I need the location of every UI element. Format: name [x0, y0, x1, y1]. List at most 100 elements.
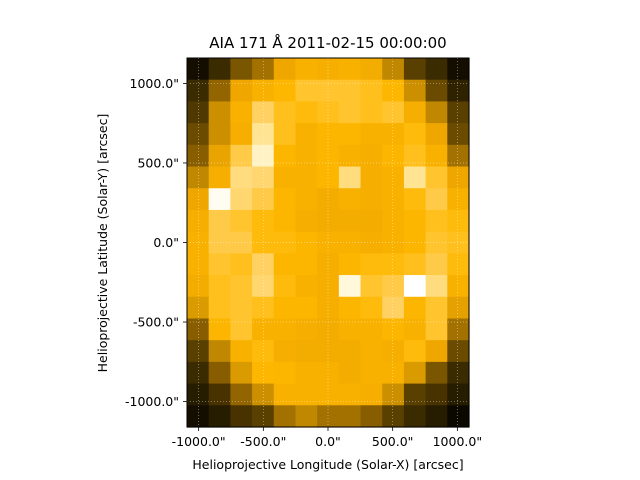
- heatmap-cell: [273, 340, 297, 363]
- heatmap-cell: [317, 318, 340, 341]
- heatmap-cell: [295, 166, 318, 189]
- heatmap-cell: [382, 318, 405, 341]
- heatmap-cell: [338, 318, 362, 341]
- heatmap-cell: [382, 123, 405, 146]
- heatmap-cell: [338, 275, 362, 298]
- heatmap-cell: [382, 405, 405, 428]
- axis-ticks: -1000.0" -500.0" 0.0" 500.0" 1000.0" 1000.0" 5…: [125, 76, 482, 449]
- heatmap-cell: [360, 318, 383, 341]
- heatmap-cell: [230, 383, 253, 406]
- heatmap-cell: [208, 405, 231, 428]
- heatmap-cell: [230, 79, 253, 103]
- heatmap-cell: [360, 188, 383, 211]
- heatmap-cell: [403, 383, 427, 406]
- heatmap-cell: [382, 209, 405, 233]
- heatmap-cell: [273, 253, 297, 276]
- heatmap-cell: [187, 101, 210, 124]
- heatmap-cell: [295, 101, 318, 124]
- heatmap-cell: [360, 123, 383, 146]
- heatmap-cell: [338, 188, 362, 211]
- heatmap-cell: [360, 231, 383, 254]
- heatmap-cell: [252, 166, 275, 189]
- heatmap-cell: [187, 123, 210, 146]
- heatmap-cell: [447, 144, 470, 168]
- heatmap-cell: [208, 275, 231, 298]
- heatmap-cell: [382, 361, 405, 385]
- heatmap-cell: [273, 361, 297, 385]
- heatmap-cell: [447, 79, 470, 103]
- heatmap-cell: [208, 209, 231, 233]
- y-tick-label: 500.0": [137, 155, 179, 170]
- heatmap-cell: [382, 101, 405, 124]
- heatmap-cell: [230, 340, 253, 363]
- heatmap-cell: [252, 79, 275, 103]
- heatmap-cell: [360, 383, 383, 406]
- heatmap-cell: [187, 79, 210, 103]
- heatmap-cell: [338, 253, 362, 276]
- heatmap-cell: [403, 253, 427, 276]
- heatmap-cell: [447, 318, 470, 341]
- heatmap-cell: [295, 383, 318, 406]
- heatmap-cell: [403, 101, 427, 124]
- heatmap-cell: [360, 361, 383, 385]
- heatmap-cell: [187, 405, 210, 428]
- heatmap-cell: [360, 296, 383, 320]
- heatmap-cell: [252, 123, 275, 146]
- heatmap-cell: [273, 58, 297, 81]
- heatmap-cell: [403, 209, 427, 233]
- heatmap-cell: [403, 405, 427, 428]
- heatmap-cell: [382, 340, 405, 363]
- heatmap-cell: [382, 188, 405, 211]
- heatmap-cell: [360, 166, 383, 189]
- heatmap-cell: [273, 123, 297, 146]
- y-tick-label: 0.0": [153, 235, 179, 250]
- heatmap-cell: [187, 166, 210, 189]
- heatmap-cell: [447, 296, 470, 320]
- heatmap-cell: [382, 275, 405, 298]
- heatmap-cell: [403, 144, 427, 168]
- heatmap-cell: [403, 361, 427, 385]
- heatmap-cell: [187, 144, 210, 168]
- heatmap-cell: [338, 166, 362, 189]
- y-tick-label: -1000.0": [125, 394, 179, 409]
- heatmap-cell: [295, 209, 318, 233]
- heatmap-cell: [447, 231, 470, 254]
- heatmap-cell: [208, 123, 231, 146]
- heatmap-cell: [425, 296, 448, 320]
- heatmap-cell: [208, 188, 231, 211]
- heatmap-cell: [425, 318, 448, 341]
- x-tick-label: 500.0": [372, 434, 414, 449]
- heatmap-cell: [295, 58, 318, 81]
- heatmap-cell: [252, 209, 275, 233]
- heatmap-cell: [187, 296, 210, 320]
- heatmap-cell: [208, 253, 231, 276]
- heatmap-cell: [208, 340, 231, 363]
- heatmap-cell: [317, 144, 340, 168]
- heatmap-cell: [403, 188, 427, 211]
- heatmap-cell: [230, 296, 253, 320]
- heatmap-cell: [295, 253, 318, 276]
- heatmap-cell: [230, 253, 253, 276]
- heatmap-cell: [187, 253, 210, 276]
- heatmap-cell: [425, 123, 448, 146]
- heatmap-cell: [230, 166, 253, 189]
- heatmap-cell: [230, 58, 253, 81]
- heatmap-cell: [295, 405, 318, 428]
- heatmap-cell: [425, 361, 448, 385]
- heatmap-cell: [273, 144, 297, 168]
- heatmap-cell: [382, 58, 405, 81]
- heatmap-cell: [252, 340, 275, 363]
- heatmap-cell: [230, 188, 253, 211]
- heatmap-cell: [425, 405, 448, 428]
- heatmap-cell: [360, 253, 383, 276]
- grid-lines: [187, 58, 469, 427]
- heatmap-cell: [447, 340, 470, 363]
- heatmap-cell: [447, 383, 470, 406]
- heatmap-cell: [273, 383, 297, 406]
- heatmap-cell: [425, 383, 448, 406]
- heatmap-cell: [382, 166, 405, 189]
- heatmap-cell: [230, 209, 253, 233]
- heatmap-cell: [317, 209, 340, 233]
- heatmap-cell: [360, 58, 383, 81]
